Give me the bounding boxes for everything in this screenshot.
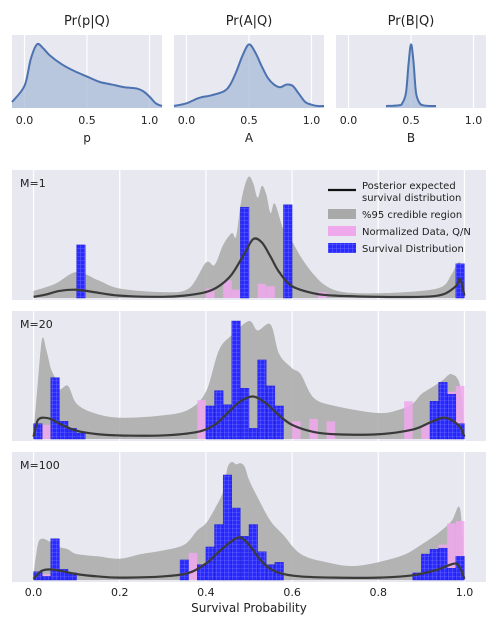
posterior-mean-line <box>32 395 466 438</box>
tick-label: 0.4 <box>197 586 215 599</box>
survival-distribution-bar <box>41 576 51 581</box>
panel-label: M=100 <box>20 459 60 472</box>
survival-distribution-bar <box>50 377 60 440</box>
survival-panel-m20: M=20 <box>12 311 486 441</box>
normalized-data-bar <box>223 280 232 298</box>
survival-distribution-bar <box>205 405 215 440</box>
survival-distribution-bar <box>179 559 189 581</box>
density-line <box>173 43 325 108</box>
legend-swatch-blue <box>328 243 356 253</box>
tick-label: 0.2 <box>111 586 129 599</box>
tick-label: 0.6 <box>283 586 301 599</box>
posterior-mean-line <box>33 237 466 299</box>
normalized-data-bar <box>421 424 430 439</box>
tick-label: 0.0 <box>16 114 34 127</box>
survival-distribution-bar <box>274 405 284 440</box>
survival-distribution-bar <box>429 549 439 581</box>
normalized-data-bar <box>326 421 336 439</box>
panel-label: M=20 <box>20 318 53 331</box>
survival-distribution-bar <box>76 432 86 440</box>
panel-title: Pr(p|Q) <box>64 14 110 29</box>
x-axis-label: Survival Probability <box>191 601 307 615</box>
survival-distribution-bar <box>455 423 465 440</box>
posterior-mean-line <box>32 536 466 580</box>
density-panel-b: Pr(B|Q) B 0.0 0.5 1.0 <box>336 14 486 145</box>
legend-label: Posterior expected <box>362 181 456 192</box>
axis-label: A <box>245 131 254 145</box>
normalized-data-bar <box>292 421 301 439</box>
normalized-data-bar <box>447 523 456 580</box>
survival-distribution-bar <box>222 474 232 581</box>
tick-label: 0.0 <box>340 114 358 127</box>
credible-region-area <box>33 320 465 439</box>
survival-distribution-bar <box>248 428 258 440</box>
survival-distribution-bar <box>421 553 431 581</box>
legend: Posterior expected survival distribution… <box>328 181 471 255</box>
legend-swatch-pink <box>328 226 356 236</box>
density-line <box>385 43 437 108</box>
normalized-data-bar <box>404 401 413 439</box>
tick-label: 0.5 <box>240 114 258 127</box>
survival-distribution-bar <box>214 390 224 440</box>
tick-label: 1.0 <box>456 586 474 599</box>
panel-label: M=1 <box>20 177 46 190</box>
normalized-data-bar <box>266 286 275 298</box>
survival-distribution-bar <box>266 385 276 440</box>
normalized-data-bar <box>455 385 465 439</box>
tick-label: 0.8 <box>370 586 388 599</box>
survival-distribution-bar <box>240 388 250 440</box>
normalized-data-bar <box>309 418 318 439</box>
panel-title: Pr(A|Q) <box>226 14 273 29</box>
legend-label: Survival Distribution <box>362 244 464 255</box>
tick-label: 0.5 <box>78 114 96 127</box>
legend-label: %95 credible region <box>362 210 462 221</box>
normalized-data-bar <box>257 283 267 298</box>
survival-panel-m100: M=100 0.0 0.2 0.4 0.6 0.8 1.0 <box>12 452 486 599</box>
survival-distribution-bar <box>283 204 293 299</box>
credible-region-area <box>33 461 465 580</box>
normalized-data-bar <box>455 521 465 580</box>
tick-label: 1.0 <box>465 114 483 127</box>
density-area <box>12 43 162 109</box>
density-area <box>174 44 324 108</box>
normalized-data-bar <box>205 288 215 298</box>
legend-swatch-ci <box>328 209 356 219</box>
tick-label: 0.0 <box>25 586 43 599</box>
axis-label: B <box>407 131 415 145</box>
survival-distribution-bar <box>447 568 457 581</box>
survival-distribution-bar <box>438 547 448 581</box>
legend-label: Normalized Data, Q/N <box>362 227 471 238</box>
survival-distribution-bar <box>33 423 43 440</box>
survival-distribution-bar <box>447 393 457 440</box>
survival-panel-m1: M=1 <box>12 170 486 300</box>
axis-label: p <box>83 131 91 145</box>
normalized-data-bar <box>42 424 51 439</box>
density-panel-a: Pr(A|Q) A 0.0 0.5 1.0 <box>173 14 325 145</box>
survival-distribution-bar <box>438 382 448 440</box>
tick-label: 1.0 <box>141 114 159 127</box>
tick-label: 0.5 <box>402 114 420 127</box>
survival-distribution-bar <box>50 538 60 581</box>
density-panel-p: Pr(p|Q) p 0.0 0.5 1.0 <box>11 14 163 145</box>
density-area <box>386 44 436 108</box>
density-line <box>11 42 163 107</box>
survival-distribution-bar <box>231 507 241 581</box>
normalized-data-bar <box>197 400 206 439</box>
survival-distribution-bar <box>231 320 241 440</box>
normalized-data-bar <box>231 289 241 298</box>
tick-label: 0.0 <box>178 114 196 127</box>
normalized-data-bar <box>188 552 198 580</box>
legend-label: survival distribution <box>362 193 461 204</box>
survival-distribution-bar <box>76 244 86 299</box>
panel-title: Pr(B|Q) <box>388 14 435 29</box>
survival-distribution-bar <box>33 571 43 581</box>
tick-label: 1.0 <box>303 114 321 127</box>
